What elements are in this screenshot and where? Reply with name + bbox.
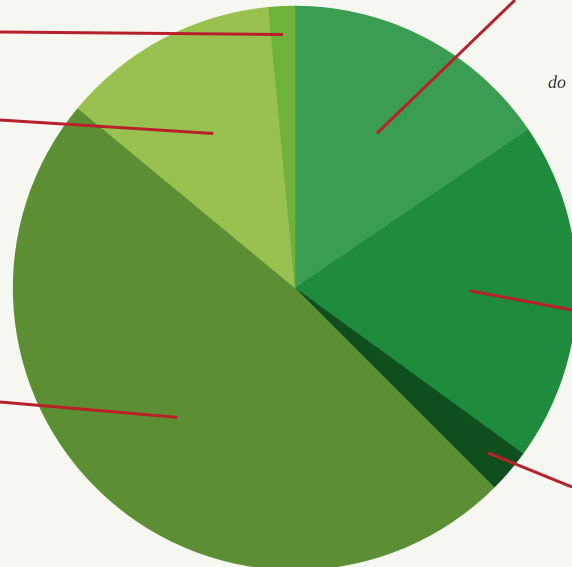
leader-line-1 [375, 0, 517, 135]
pie-slice-1 [294, 5, 529, 289]
pie-slice-4 [12, 107, 495, 567]
leader-line-3 [487, 451, 572, 489]
pie-slices [12, 5, 572, 567]
leader-line-5 [0, 118, 214, 135]
pie-slice-2 [294, 129, 572, 455]
pie-slice-6 [268, 5, 296, 289]
cropped-label-fragment: do [548, 72, 566, 92]
pie-slice-5 [77, 6, 296, 289]
leader-line-2 [469, 289, 572, 312]
leader-line-4 [0, 400, 178, 419]
leader-line-6 [0, 30, 284, 36]
leader-lines [0, 0, 572, 489]
